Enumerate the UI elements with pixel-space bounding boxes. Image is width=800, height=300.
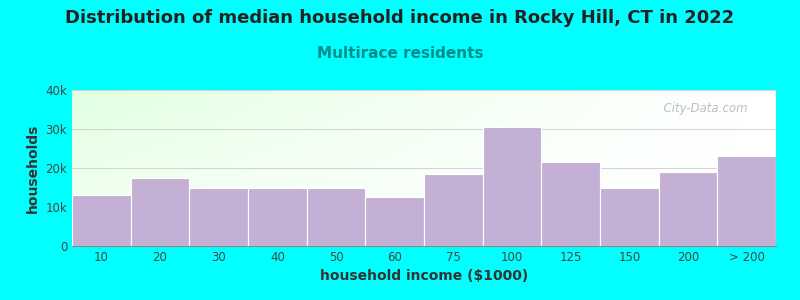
Y-axis label: households: households [26, 123, 40, 213]
Bar [600, 188, 658, 246]
Bar [482, 127, 542, 246]
Bar [190, 188, 248, 246]
Bar [542, 162, 600, 246]
X-axis label: household income ($1000): household income ($1000) [320, 269, 528, 284]
Bar [366, 197, 424, 246]
Bar [130, 178, 190, 246]
Text: Distribution of median household income in Rocky Hill, CT in 2022: Distribution of median household income … [66, 9, 734, 27]
Text: City-Data.com: City-Data.com [656, 103, 748, 116]
Bar [72, 195, 130, 246]
Bar [424, 174, 482, 246]
Bar [306, 188, 366, 246]
Bar [248, 188, 306, 246]
Text: Multirace residents: Multirace residents [317, 46, 483, 62]
Bar [658, 172, 718, 246]
Bar [718, 156, 776, 246]
